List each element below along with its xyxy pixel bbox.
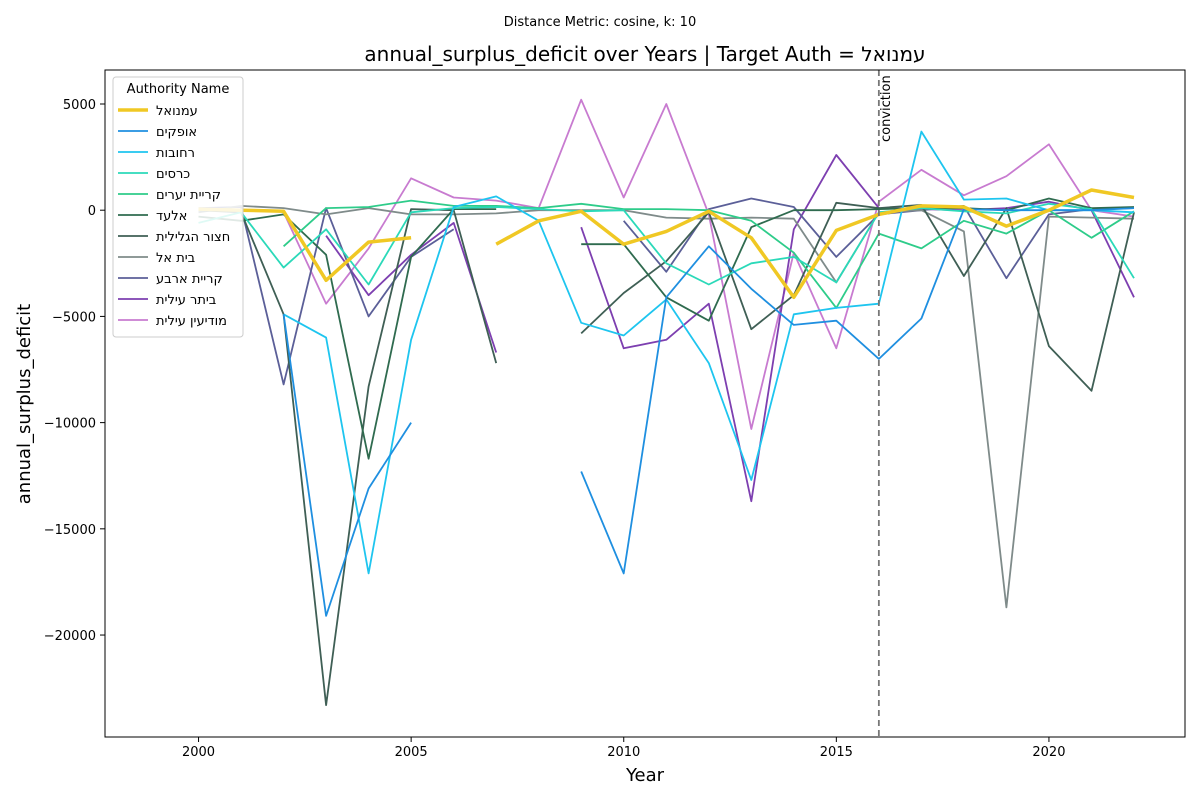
y-tick-label: 0 <box>88 204 96 219</box>
legend-label-5: אלעד <box>156 209 187 224</box>
x-tick-label: 2015 <box>820 745 853 760</box>
x-tick-label: 2000 <box>182 745 215 760</box>
legend-label-1: אופקים <box>156 125 197 140</box>
legend-box <box>112 76 244 338</box>
x-axis: 2000 2005 2010 2015 2020 <box>182 737 1065 760</box>
y-tick-label: −15000 <box>44 523 96 538</box>
series-line-8 <box>198 197 1135 386</box>
legend-label-0: עמנואל <box>156 104 198 119</box>
series-line-6 <box>198 201 1135 706</box>
y-tick-label: −20000 <box>44 629 96 644</box>
legend-label-10: מודיעין עילית <box>156 314 227 329</box>
legend-label-2: רחובות <box>156 146 195 161</box>
y-tick-label: 5000 <box>63 98 96 113</box>
y-axis: 5000 0 −5000 −10000 −15000 −20000 <box>44 98 105 644</box>
x-tick-label: 2010 <box>607 745 640 760</box>
series-line-9 <box>325 154 1135 503</box>
chart-subtitle: Distance Metric: cosine, k: 10 <box>504 15 696 30</box>
x-tick-label: 2005 <box>395 745 428 760</box>
legend-label-4: קריית יערים <box>156 188 221 203</box>
legend-label-7: בית אל <box>156 251 195 266</box>
legend-label-8: קריית ארבע <box>156 272 223 287</box>
x-axis-label: Year <box>625 765 665 786</box>
conviction-label: conviction <box>879 75 894 142</box>
plot-frame <box>104 69 1186 738</box>
series-line-7 <box>198 205 1135 609</box>
legend-label-6: חצור הגלילית <box>156 230 230 245</box>
legend-title: Authority Name <box>127 82 230 97</box>
legend-label-3: כרסים <box>156 167 190 182</box>
x-tick-label: 2020 <box>1032 745 1065 760</box>
series-line-10 <box>282 98 1135 430</box>
y-tick-label: −5000 <box>52 310 96 325</box>
series-line-5 <box>198 197 1135 460</box>
legend: Authority Name עמנואל אופקים רחובות כרסים קרי… <box>112 76 244 338</box>
series-line-2 <box>283 130 1135 575</box>
series-line-0 <box>198 188 1135 300</box>
chart-title: annual_surplus_deficit over Years | Targ… <box>364 42 925 66</box>
series-line-1 <box>282 207 1135 617</box>
plot-area <box>198 98 1135 706</box>
legend-label-9: ביתר עילית <box>156 293 216 308</box>
y-axis-label: annual_surplus_deficit <box>14 304 35 504</box>
y-tick-label: −10000 <box>44 417 96 432</box>
